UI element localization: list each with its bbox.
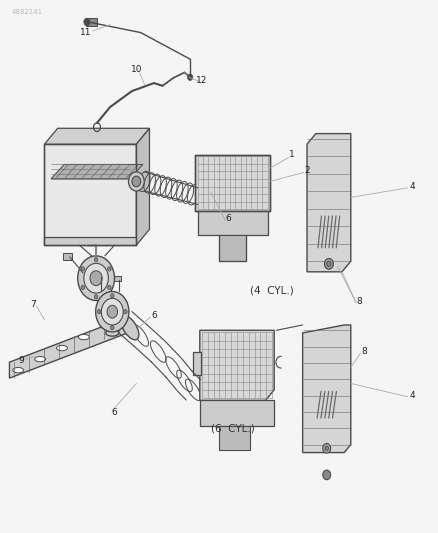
Text: 8: 8 [360,347,366,356]
Circle shape [101,298,123,325]
Polygon shape [44,237,136,245]
Polygon shape [219,235,245,261]
Text: 9: 9 [19,356,25,365]
Polygon shape [44,144,136,245]
Circle shape [324,259,332,269]
Circle shape [322,470,330,480]
Circle shape [187,74,192,80]
Circle shape [94,257,98,262]
Ellipse shape [100,324,111,329]
Text: 7: 7 [31,300,36,309]
Bar [86,18,97,26]
Text: 6: 6 [111,408,117,417]
Circle shape [324,446,328,450]
Text: (6  CYL.): (6 CYL.) [210,424,254,434]
Ellipse shape [35,357,46,362]
Text: (4  CYL.): (4 CYL.) [250,286,293,295]
Text: 1: 1 [288,150,294,159]
Text: 6: 6 [151,311,156,320]
Polygon shape [302,325,350,453]
Circle shape [110,294,114,298]
Ellipse shape [106,330,119,336]
Circle shape [128,172,144,191]
Ellipse shape [120,316,138,340]
Circle shape [110,326,114,330]
Circle shape [84,18,90,26]
Circle shape [84,263,108,293]
Polygon shape [136,128,149,245]
Text: 4: 4 [408,182,414,191]
Text: 12: 12 [196,76,207,85]
Bar [193,352,201,375]
Polygon shape [199,330,274,400]
Polygon shape [199,400,274,426]
Circle shape [94,295,98,299]
Polygon shape [195,155,269,211]
Circle shape [97,310,101,314]
Polygon shape [10,317,127,378]
Text: 4882141: 4882141 [12,9,42,15]
Ellipse shape [13,368,24,373]
Text: 6: 6 [225,214,230,223]
Circle shape [95,292,129,332]
Text: 10: 10 [131,66,142,74]
Polygon shape [219,426,250,450]
Circle shape [90,271,102,286]
Bar [63,253,72,260]
Circle shape [81,285,85,289]
Bar [97,273,105,278]
Circle shape [78,256,114,301]
Ellipse shape [57,345,67,351]
Polygon shape [306,134,350,272]
Bar [114,276,121,281]
Circle shape [107,305,117,318]
Text: 8: 8 [356,296,362,305]
Text: 11: 11 [80,28,92,37]
Circle shape [124,310,127,314]
Text: 2: 2 [304,166,309,175]
Ellipse shape [78,334,89,340]
Polygon shape [44,128,149,144]
Circle shape [322,443,330,453]
Circle shape [107,285,111,289]
Polygon shape [197,211,267,235]
Circle shape [107,266,111,271]
Text: 4: 4 [408,391,414,400]
Circle shape [326,261,330,266]
Polygon shape [51,165,143,179]
Circle shape [81,266,85,271]
Circle shape [132,176,141,187]
